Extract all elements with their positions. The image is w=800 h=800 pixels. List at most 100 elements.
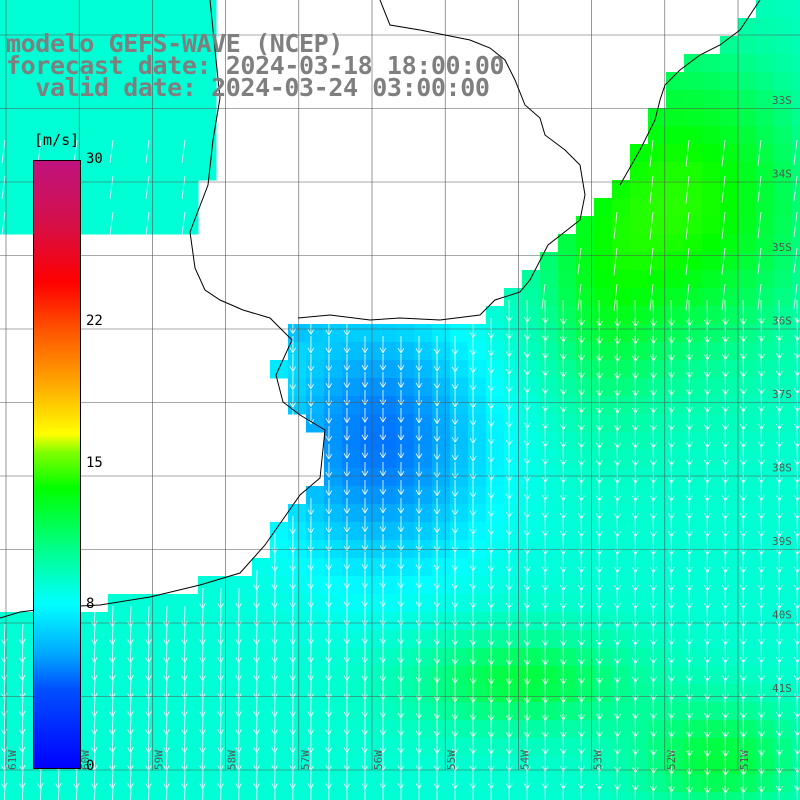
wind-cell [702,558,721,577]
wind-cell [594,324,613,343]
wind-cell [792,324,800,343]
wind-cell [702,288,721,307]
wind-cell [738,702,757,721]
wind-cell [36,72,55,91]
wind-cell [198,630,217,649]
wind-cell [720,72,739,91]
wind-cell [162,18,181,37]
wind-cell [684,702,703,721]
wind-cell [576,720,595,739]
wind-cell [432,504,451,523]
wind-cell [360,666,379,685]
wind-cell [720,126,739,145]
wind-cell [738,558,757,577]
wind-cell [468,468,487,487]
wind-cell [720,792,739,800]
wind-cell [378,702,397,721]
wind-arrow [670,785,672,800]
longitude-label: 58W [226,750,239,770]
wind-cell [792,648,800,667]
wind-cell [486,792,505,800]
wind-cell [666,306,685,325]
wind-arrow [73,139,78,164]
wind-cell [216,666,235,685]
wind-cell [558,342,577,361]
wind-arrow [346,785,348,800]
wind-cell [306,774,325,793]
wind-cell [738,108,757,127]
wind-cell [450,396,469,415]
wind-cell [0,90,19,109]
wind-cell [666,360,685,379]
wind-cell [378,684,397,703]
wind-cell [144,126,163,145]
wind-arrow [397,623,405,645]
wind-cell [594,612,613,631]
wind-arrow [343,587,351,607]
wind-cell [774,18,793,37]
wind-cell [666,198,685,217]
wind-arrow [793,211,798,238]
wind-cell [720,180,739,199]
wind-cell [162,216,181,235]
wind-cell [468,648,487,667]
wind-cell [792,234,800,253]
wind-cell [648,558,667,577]
wind-cell [756,216,775,235]
wind-cell [684,108,703,127]
wind-cell [774,90,793,109]
wind-cell [594,360,613,379]
wind-cell [558,684,577,703]
wind-cell [126,792,145,800]
wind-cell [702,54,721,73]
wind-cell [414,702,433,721]
wind-cell [360,774,379,793]
colorbar-tick-15: 15 [86,454,103,471]
wind-cell [594,378,613,397]
wind-arrow [451,371,459,390]
wind-cell [396,738,415,757]
wind-cell [378,630,397,649]
wind-cell [162,36,181,55]
wind-cell [522,648,541,667]
wind-cell [774,720,793,739]
wind-cell [522,792,541,800]
wind-cell [648,144,667,163]
wind-cell [612,432,631,451]
wind-arrow [649,283,654,311]
colorbar [33,160,81,769]
wind-cell [612,270,631,289]
wind-cell [738,342,757,361]
wind-cell [324,558,343,577]
wind-arrow [181,211,186,236]
wind-cell [684,54,703,73]
wind-cell [144,180,163,199]
wind-cell [342,756,361,775]
wind-cell [288,648,307,667]
wind-cell [396,324,415,343]
wind-cell [414,396,433,415]
wind-cell [558,612,577,631]
wind-arrow [721,211,726,240]
wind-cell [126,774,145,793]
wind-cell [342,486,361,505]
wind-cell [144,684,163,703]
wind-cell [486,774,505,793]
wind-cell [126,738,145,757]
wind-arrow [289,371,297,390]
wind-cell [162,198,181,217]
wind-arrow [325,371,333,389]
wind-arrow [379,731,387,754]
wind-cell [144,666,163,685]
wind-cell [522,288,541,307]
wind-cell [684,306,703,325]
wind-cell [666,720,685,739]
wind-arrow [361,407,369,423]
wind-arrow [94,785,96,800]
wind-arrow [379,497,387,514]
wind-cell [630,684,649,703]
wind-cell [576,396,595,415]
wind-cell [108,144,127,163]
wind-arrow [793,247,798,274]
wind-cell [270,612,289,631]
